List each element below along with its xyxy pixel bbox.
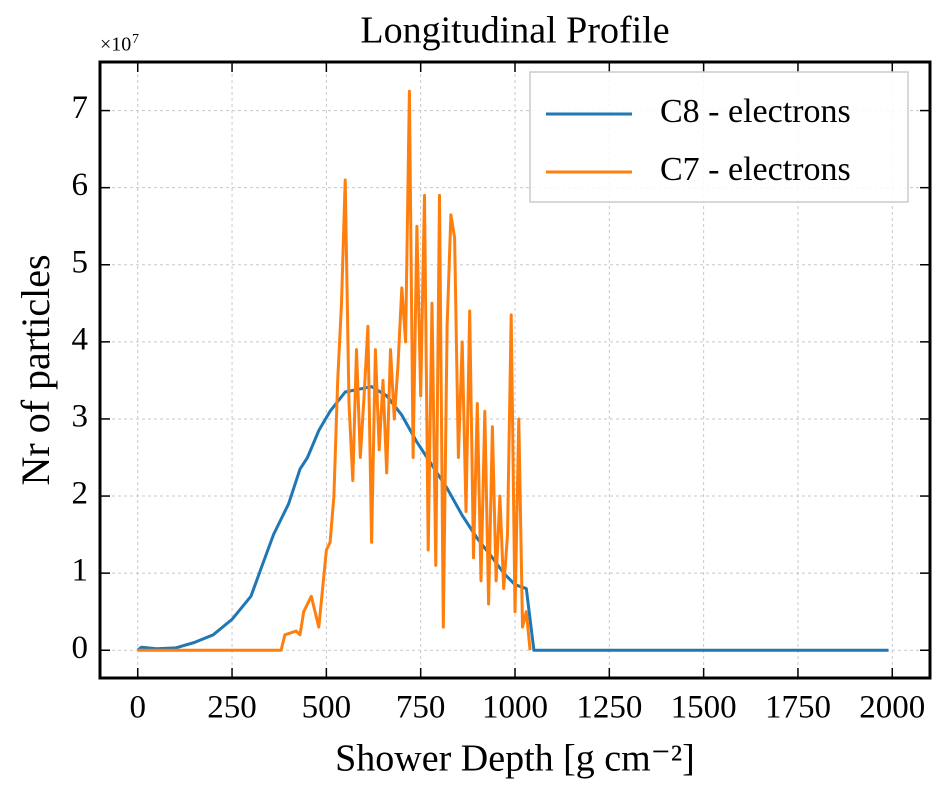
x-tick-label: 1500 <box>671 690 737 726</box>
y-tick-label: 5 <box>72 244 89 280</box>
plot-frame <box>98 60 932 680</box>
legend-label: C7 - electrons <box>660 151 851 188</box>
x-tick-label: 1000 <box>482 690 548 726</box>
x-tick-label: 1250 <box>576 690 642 726</box>
y-scale-base: ×10 <box>100 34 131 56</box>
y-scale-exponent: 7 <box>132 32 139 47</box>
y-tick-label: 4 <box>72 321 89 357</box>
y-tick-label: 6 <box>72 167 89 203</box>
y-tick-label: 2 <box>72 476 89 512</box>
legend-box <box>529 71 909 203</box>
x-tick-label: 0 <box>129 690 146 726</box>
legend-label: C8 - electrons <box>660 93 851 130</box>
x-axis-label: Shower Depth [g cm⁻²] <box>335 738 695 780</box>
x-tick-label: 750 <box>396 690 446 726</box>
y-tick-label: 3 <box>72 399 89 435</box>
chart-title: Longitudinal Profile <box>360 10 669 52</box>
x-tick-label: 1750 <box>765 690 831 726</box>
x-tick-label: 250 <box>207 690 257 726</box>
data-line <box>137 89 532 652</box>
x-tick-label: 2000 <box>859 690 925 726</box>
data-line <box>136 385 889 652</box>
y-tick-label: 1 <box>72 553 89 589</box>
y-axis-label: Nr of particles <box>13 254 58 485</box>
x-tick-label: 500 <box>302 690 352 726</box>
y-tick-label: 7 <box>72 90 89 126</box>
y-tick-label: 0 <box>72 630 89 666</box>
